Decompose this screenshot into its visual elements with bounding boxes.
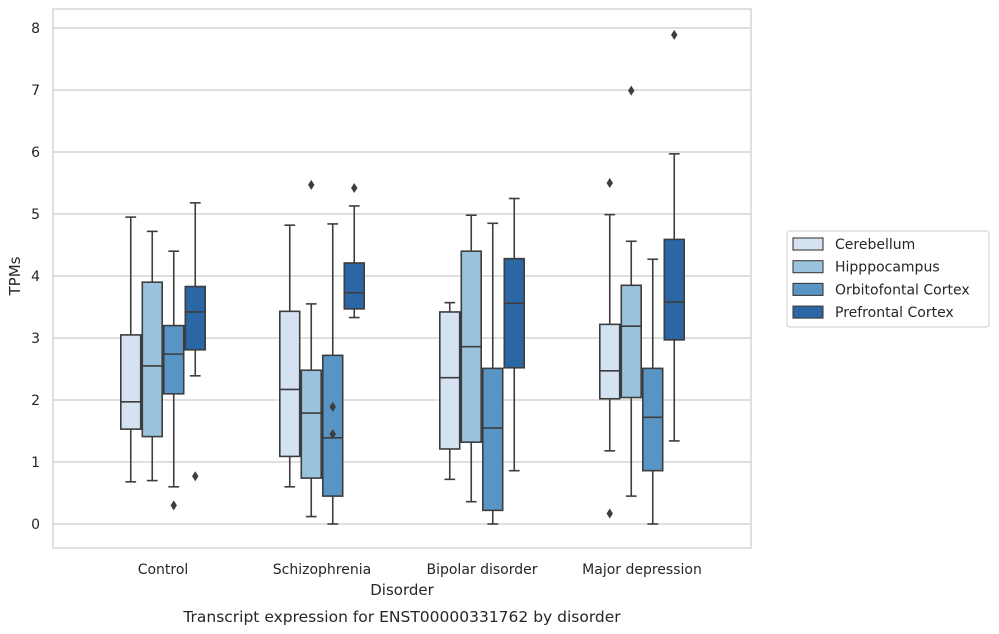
box-1-3 (620, 85, 642, 497)
x-axis-ticks: Control Schizophrenia Bipolar disorder Majo… (138, 562, 702, 578)
box-2-3 (641, 258, 664, 525)
outlier-point (628, 85, 635, 96)
y-tick-label: 7 (31, 83, 40, 99)
legend-frame (786, 230, 990, 328)
box-0-1 (278, 224, 301, 488)
x-axis-label: Disorder (370, 581, 434, 599)
y-axis-label: TPMs (6, 256, 24, 296)
box-0-3 (598, 178, 621, 519)
legend-label: Hipppocampus (835, 260, 940, 276)
x-tick-label: Schizophrenia (273, 562, 371, 578)
box-body (321, 354, 344, 497)
box-3-1 (343, 182, 365, 319)
box-body (278, 310, 301, 458)
outlier-point (329, 401, 336, 412)
box-body (141, 281, 164, 438)
box-2-2 (481, 222, 504, 525)
box-0-0 (120, 216, 142, 483)
outlier-point (671, 29, 678, 40)
box-1-1 (300, 179, 322, 518)
outlier-point (351, 182, 358, 193)
legend-swatch (792, 237, 824, 251)
box-body (641, 367, 664, 472)
box-3-3 (663, 29, 685, 442)
outlier-point (606, 508, 613, 519)
outlier-point (329, 429, 336, 440)
legend-label: Cerebellum (835, 237, 915, 253)
box-3-0 (184, 202, 207, 482)
box-body (663, 238, 685, 341)
y-tick-label: 1 (31, 455, 40, 471)
y-tick-label: 2 (31, 393, 40, 409)
box-body (343, 262, 365, 310)
y-tick-label: 8 (31, 21, 40, 37)
x-tick-label: Control (138, 562, 189, 578)
y-axis-ticks: 0 1 2 3 4 5 6 7 8 (31, 21, 40, 533)
box-body (598, 323, 621, 400)
box-body (120, 334, 142, 430)
legend-label: Orbitofontal Cortex (835, 282, 970, 298)
box-1-2 (460, 214, 482, 503)
plot-area-frame (52, 8, 752, 549)
box-2-0 (163, 250, 185, 511)
y-tick-label: 6 (31, 145, 40, 161)
chart-caption: Transcript expression for ENST0000033176… (182, 608, 621, 626)
y-tick-label: 4 (31, 269, 40, 285)
legend-label: Prefrontal Cortex (835, 305, 954, 321)
box-body (620, 284, 642, 399)
box-body (438, 311, 461, 450)
outlier-point (308, 179, 315, 190)
box-series (120, 29, 685, 525)
x-tick-label: Major depression (582, 562, 702, 578)
legend: Cerebellum Hipppocampus Orbitofontal Corte… (786, 230, 990, 328)
legend-items: Cerebellum Hipppocampus Orbitofontal Corte… (792, 237, 970, 321)
box-body (184, 285, 207, 351)
legend-swatch (792, 282, 824, 296)
box-body (481, 367, 504, 512)
outlier-point (606, 178, 613, 188)
box-1-0 (141, 230, 164, 482)
box-body (163, 324, 185, 395)
box-3-2 (503, 197, 525, 472)
box-body (503, 257, 525, 369)
x-tick-label: Bipolar disorder (426, 562, 537, 578)
box-0-2 (438, 301, 461, 481)
box-2-1 (321, 223, 344, 525)
outlier-point (192, 471, 199, 482)
outlier-point (170, 500, 177, 511)
legend-swatch (792, 260, 824, 274)
legend-swatch (792, 305, 824, 319)
box-body (300, 369, 322, 479)
y-tick-label: 5 (31, 207, 40, 223)
y-tick-label: 0 (31, 517, 40, 533)
y-tick-label: 3 (31, 331, 40, 347)
